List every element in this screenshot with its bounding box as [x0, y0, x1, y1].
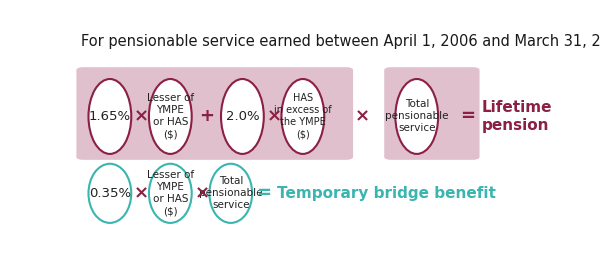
Ellipse shape [209, 164, 252, 223]
Text: HAS
in excess of
the YMPE
($): HAS in excess of the YMPE ($) [274, 93, 332, 140]
Text: ×: × [355, 108, 370, 125]
Text: Lifetime
pension: Lifetime pension [482, 100, 553, 133]
Text: ×: × [194, 184, 209, 202]
Text: ×: × [266, 108, 281, 125]
Text: 2.0%: 2.0% [226, 110, 259, 123]
Text: ×: × [134, 108, 149, 125]
Text: Temporary bridge benefit: Temporary bridge benefit [277, 186, 496, 201]
Ellipse shape [221, 79, 264, 154]
FancyBboxPatch shape [76, 67, 353, 160]
FancyBboxPatch shape [384, 67, 479, 160]
Text: For pensionable service earned between April 1, 2006 and March 31, 2018, inclusi: For pensionable service earned between A… [80, 34, 600, 49]
Text: 0.35%: 0.35% [89, 187, 131, 200]
Text: =: = [256, 184, 271, 202]
Ellipse shape [88, 164, 131, 223]
Text: Lesser of
YMPE
or HAS
($): Lesser of YMPE or HAS ($) [147, 170, 194, 216]
Ellipse shape [395, 79, 438, 154]
Text: ×: × [134, 184, 149, 202]
Text: Total
pensionable
service: Total pensionable service [385, 100, 449, 133]
Text: Total
pensionable
service: Total pensionable service [199, 176, 263, 210]
Text: =: = [460, 108, 475, 125]
Ellipse shape [149, 79, 192, 154]
Text: +: + [199, 108, 214, 125]
Text: 1.65%: 1.65% [89, 110, 131, 123]
Ellipse shape [88, 79, 131, 154]
Ellipse shape [149, 164, 192, 223]
Ellipse shape [281, 79, 324, 154]
Text: Lesser of
YMPE
or HAS
($): Lesser of YMPE or HAS ($) [147, 93, 194, 140]
